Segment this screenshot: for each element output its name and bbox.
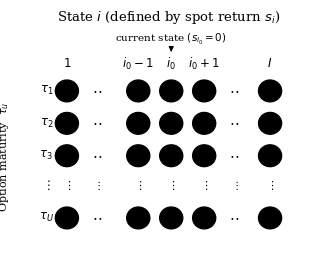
Circle shape (259, 80, 282, 102)
Text: $\tau_1$: $\tau_1$ (40, 85, 53, 97)
Circle shape (259, 145, 282, 167)
Text: $\tau_3$: $\tau_3$ (40, 149, 53, 162)
Circle shape (160, 145, 183, 167)
Text: $I$: $I$ (267, 57, 273, 70)
Text: current state $(s_{i_0} = 0)$: current state $(s_{i_0} = 0)$ (115, 32, 227, 47)
Text: $\vdots$: $\vdots$ (93, 179, 101, 192)
Text: $1$: $1$ (63, 57, 71, 70)
Circle shape (55, 112, 78, 134)
Circle shape (193, 207, 216, 229)
Circle shape (127, 145, 150, 167)
Text: $\tau_U$: $\tau_U$ (39, 211, 54, 224)
Circle shape (160, 207, 183, 229)
Circle shape (127, 112, 150, 134)
Circle shape (127, 80, 150, 102)
Text: $\cdot\!\cdot$: $\cdot\!\cdot$ (229, 149, 240, 163)
Circle shape (55, 207, 78, 229)
Text: $\cdot\!\cdot$: $\cdot\!\cdot$ (92, 84, 102, 98)
Text: $\vdots$: $\vdots$ (266, 179, 274, 192)
Text: $\vdots$: $\vdots$ (134, 179, 142, 192)
Text: $\vdots$: $\vdots$ (42, 179, 51, 192)
Circle shape (127, 207, 150, 229)
Text: $\cdot\!\cdot$: $\cdot\!\cdot$ (92, 149, 102, 163)
Text: $i_0-1$: $i_0-1$ (122, 56, 154, 72)
Text: $\cdot\!\cdot$: $\cdot\!\cdot$ (92, 211, 102, 225)
Text: $\vdots$: $\vdots$ (63, 179, 71, 192)
Text: $i_0+1$: $i_0+1$ (188, 56, 220, 72)
Text: $\cdot\!\cdot$: $\cdot\!\cdot$ (229, 116, 240, 130)
Circle shape (193, 80, 216, 102)
Text: Option maturity  $\tau_u$: Option maturity $\tau_u$ (0, 101, 11, 212)
Text: $\cdot\!\cdot$: $\cdot\!\cdot$ (92, 116, 102, 130)
Circle shape (160, 112, 183, 134)
Text: $\cdot\!\cdot$: $\cdot\!\cdot$ (229, 84, 240, 98)
Text: $\tau_2$: $\tau_2$ (40, 117, 53, 130)
Circle shape (193, 145, 216, 167)
Text: $\vdots$: $\vdots$ (200, 179, 208, 192)
Circle shape (55, 80, 78, 102)
Text: $\vdots$: $\vdots$ (231, 179, 238, 192)
Text: $\cdot\!\cdot$: $\cdot\!\cdot$ (229, 211, 240, 225)
Text: $i_0$: $i_0$ (166, 56, 176, 72)
Circle shape (160, 80, 183, 102)
Text: $\vdots$: $\vdots$ (167, 179, 175, 192)
Circle shape (193, 112, 216, 134)
Circle shape (259, 112, 282, 134)
Circle shape (55, 145, 78, 167)
Circle shape (259, 207, 282, 229)
Text: State $i$ (defined by spot return $s_i$): State $i$ (defined by spot return $s_i$) (57, 9, 280, 26)
